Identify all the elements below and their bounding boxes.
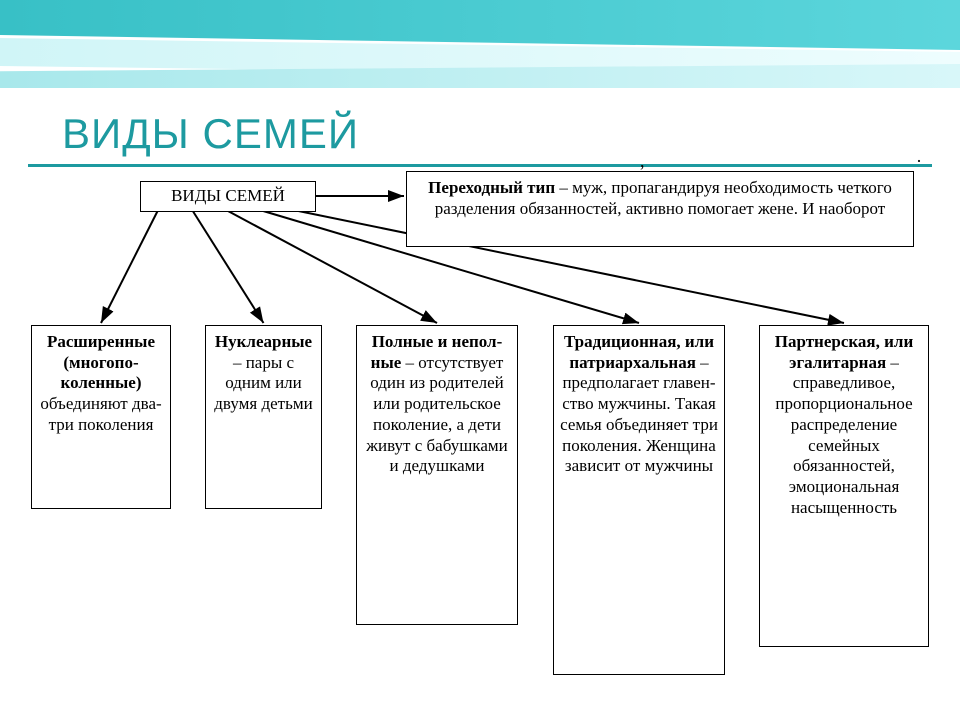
- diagram-box: Партнерская, или эгали­тарная – справедл…: [759, 325, 929, 647]
- diagram-root-box: ВИДЫ СЕМЕЙ: [140, 181, 316, 212]
- box-definition: – пары с одним или двумя детьми: [214, 353, 312, 413]
- stray-mark: ,: [640, 151, 645, 172]
- diagram-box: Традици­онная, или патриархаль­ная – пре…: [553, 325, 725, 675]
- box-term: Расши­ренные (многопо­коленные): [47, 332, 155, 392]
- box-term: Нукле­арные: [215, 332, 312, 351]
- diagram-box: Переходный тип – муж, пропагандируя необ…: [406, 171, 914, 247]
- family-types-diagram: ВИДЫ СЕМЕЙ Переходный тип – муж, пропаган…: [28, 171, 932, 691]
- page-title: ВИДЫ СЕМЕЙ: [62, 110, 898, 158]
- box-definition: объединя­ют два-три поколения: [40, 394, 161, 434]
- diagram-box: Расши­ренные (многопо­коленные) объединя…: [31, 325, 171, 509]
- box-definition: – справедливое, пропорцио­нальное рас­пр…: [775, 353, 912, 517]
- box-term: Переходный тип: [428, 178, 555, 197]
- box-term: Традици­онная, или патриархаль­ная: [564, 332, 714, 372]
- decorative-banner: [0, 0, 960, 90]
- title-underline: ВИДЫ СЕМЕЙ: [28, 90, 932, 167]
- diagram-box: Нукле­арные – пары с одним или двумя дет…: [205, 325, 322, 509]
- stray-mark: ·: [916, 151, 922, 172]
- diagram-box: Полные и непол­ные – отсут­ствует один и…: [356, 325, 518, 625]
